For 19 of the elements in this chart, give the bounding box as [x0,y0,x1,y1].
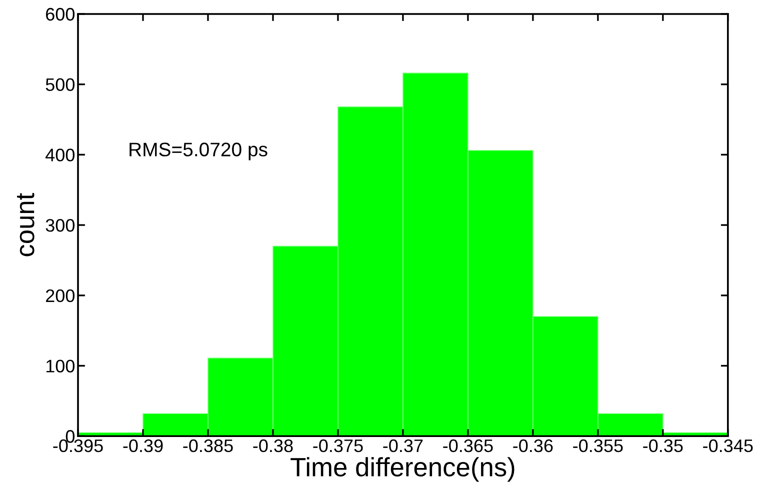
y-tick-label: 500 [46,78,75,92]
x-tick-label: -0.38 [253,439,293,452]
y-tick-label: 600 [46,8,75,21]
y-tick-label: 200 [46,289,75,302]
annotation: RMS=5.0720 ps [130,142,268,160]
x-axis-title: Time difference(ns) [290,457,514,482]
x-tick-label: -0.375 [313,439,363,452]
x-tick-label: -0.355 [573,439,623,452]
y-tick-label: 300 [46,218,75,232]
x-tick-label: -0.36 [513,439,553,452]
x-tick-label: -0.37 [383,439,423,452]
x-tick-label: -0.365 [443,439,493,452]
y-tick-label: 400 [46,148,75,162]
x-tick-label: -0.345 [703,439,753,452]
x-tick-label: -0.39 [123,439,163,452]
y-axis-title: count [17,192,34,256]
x-tick-label: -0.385 [183,439,233,452]
x-tick-label: -0.35 [643,439,683,452]
y-tick-label: 100 [46,360,75,372]
